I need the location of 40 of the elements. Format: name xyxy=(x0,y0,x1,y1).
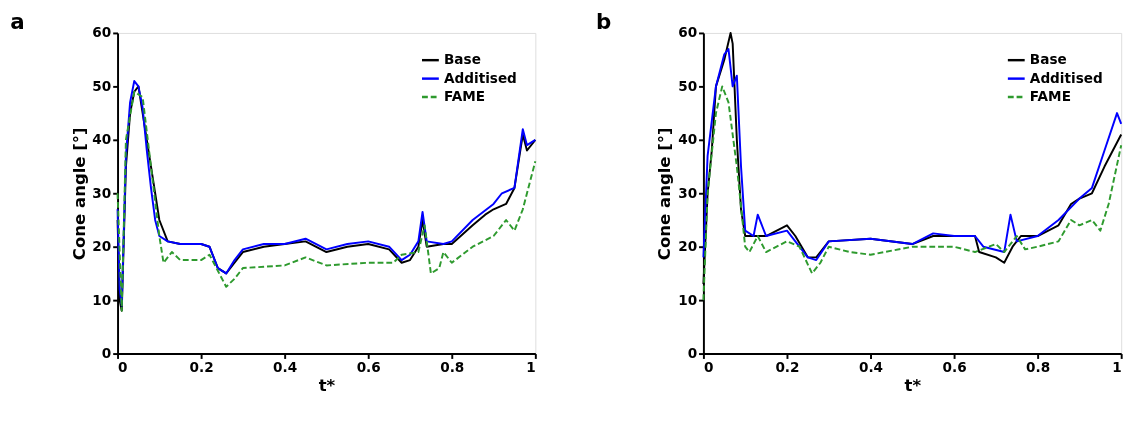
legend-label: FAME xyxy=(444,87,486,104)
legend-label: Base xyxy=(1029,51,1067,68)
chart-title: a xyxy=(10,9,25,35)
y-tick-label: 0 xyxy=(687,344,698,361)
y-axis-title: Cone angle [°] xyxy=(655,127,675,261)
y-tick-label: 60 xyxy=(92,24,112,41)
x-tick-label: 0.2 xyxy=(189,358,214,375)
y-tick-label: 10 xyxy=(92,291,112,308)
x-axis-title: t* xyxy=(318,375,336,395)
y-axis-title: Cone angle [°] xyxy=(69,127,89,261)
y-tick-label: 30 xyxy=(92,184,112,201)
y-tick-label: 10 xyxy=(678,291,698,308)
y-tick-label: 50 xyxy=(678,77,698,94)
x-tick-label: 0.6 xyxy=(942,358,967,375)
x-tick-label: 0.2 xyxy=(775,358,800,375)
y-tick-label: 20 xyxy=(92,238,112,255)
y-tick-label: 20 xyxy=(678,238,698,255)
line-series xyxy=(702,85,1123,302)
x-tick-label: 0 xyxy=(118,358,128,375)
x-tick-label: 0.4 xyxy=(858,358,884,375)
line-series xyxy=(702,48,1123,262)
y-tick-label: 30 xyxy=(678,184,698,201)
x-tick-label: 0 xyxy=(703,358,714,375)
chart-title: b xyxy=(596,9,612,35)
y-tick-label: 60 xyxy=(678,24,698,41)
x-tick-label: 0.8 xyxy=(1026,358,1051,375)
x-tick-label: 0.4 xyxy=(273,358,298,375)
x-axis-title: t* xyxy=(904,375,922,395)
y-tick-label: 40 xyxy=(678,131,698,148)
legend-label: FAME xyxy=(1029,87,1071,104)
y-tick-label: 50 xyxy=(92,77,112,94)
x-tick-label: 0.6 xyxy=(356,358,381,375)
legend-label: Base xyxy=(444,51,481,68)
x-tick-label: 0.8 xyxy=(440,358,465,375)
x-tick-label: 1 xyxy=(526,358,536,375)
x-tick-label: 1 xyxy=(1112,358,1122,375)
legend-label: Additised xyxy=(1029,69,1103,86)
y-tick-label: 40 xyxy=(92,131,112,148)
y-tick-label: 0 xyxy=(101,344,112,361)
legend-label: Additised xyxy=(444,69,517,86)
